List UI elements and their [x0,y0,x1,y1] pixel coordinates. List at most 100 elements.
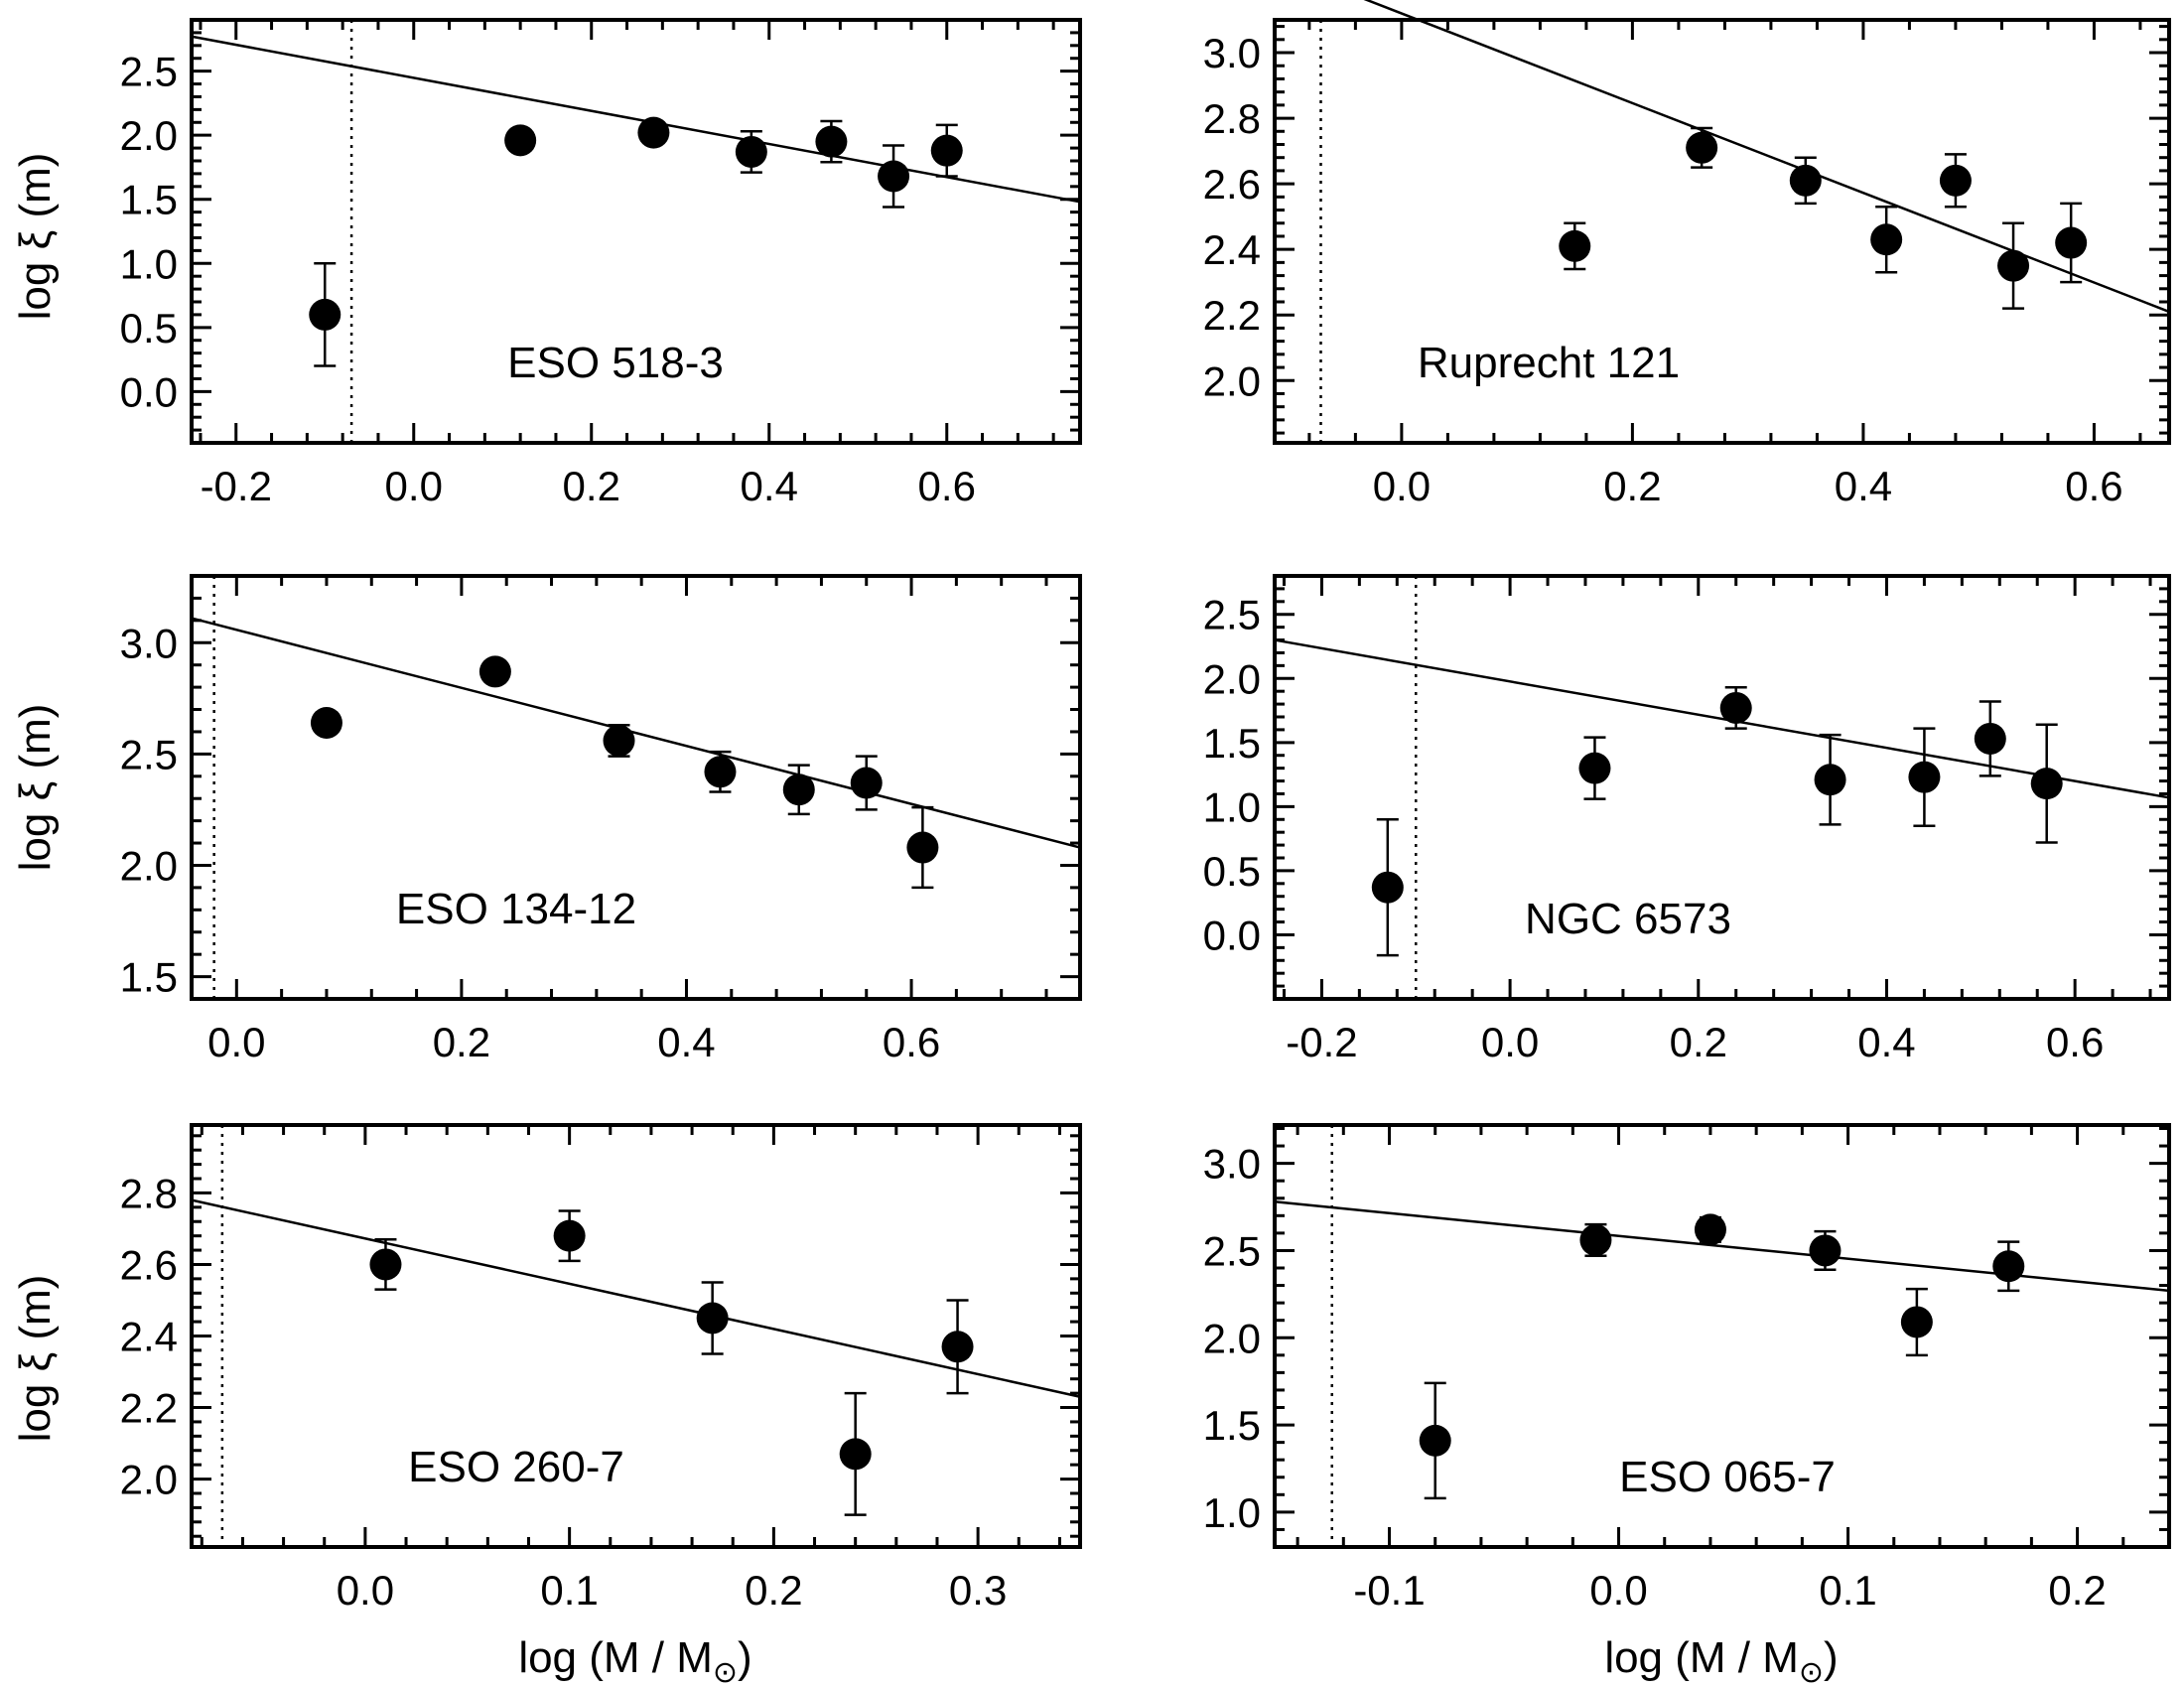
data-point [839,1438,872,1471]
y-tick-label: 2.8 [120,1170,178,1216]
x-tick-label: 0.0 [1373,463,1431,509]
y-axis-title-row1: log ξ (m) [11,153,60,321]
y-tick-label: 1.0 [120,240,178,287]
data-point [1870,223,1903,256]
plot-frame [190,18,1082,445]
x-tick-label: 0.0 [337,1567,394,1614]
panel-1: -0.2 0.0 0.2 0.4 0.6 0.0 0.5 1.0 1.5 2.0 2.5 ESO 51… [120,18,1082,509]
data-point [1997,249,2030,282]
panel-5: 0.0 0.1 0.2 0.3 2.0 2.2 2.4 2.6 2.8 ESO 260-7 [120,1123,1082,1614]
x-axis-title-right-sub: ⊙ [1799,1656,1824,1688]
y-tick-label: 1.5 [1203,720,1261,767]
data-point [1694,1213,1726,1246]
panel-6: -0.1 0.0 0.1 0.2 1.0 1.5 2.0 2.5 3.0 ESO 065-7 [1203,1123,2171,1614]
data-point [782,774,815,806]
y-tick-label: 2.4 [1203,226,1261,273]
x-tick-label: 0.2 [1670,1019,1727,1065]
y-axis-title-row3: log ξ (m) [11,1275,60,1443]
y-tick-label: 1.5 [120,954,178,1001]
data-point [704,756,737,788]
x-axis-title-left: log (M / M⊙) [518,1633,751,1688]
data-point [850,767,883,799]
x-tick-label: 0.1 [1819,1567,1876,1614]
x-tick-label: 0.4 [741,463,798,509]
panel-title: NGC 6573 [1525,895,1731,943]
y-tick-label: 1.0 [1203,783,1261,830]
x-tick-label: -0.1 [1353,1567,1425,1614]
data-point [735,135,767,168]
x-tick-label: 0.0 [1589,1567,1647,1614]
data-point [1686,131,1718,164]
data-point [1371,871,1404,904]
data-point [637,116,670,149]
data-point [815,125,848,158]
y-tick-label: 2.5 [120,731,178,777]
data-point [930,134,963,167]
x-axis-title-left-close: ) [738,1633,752,1682]
fit-line [1274,638,2170,799]
x-tick-label: 0.6 [883,1019,940,1065]
x-tick-label: 0.0 [1481,1019,1539,1065]
y-tick-label: 2.6 [1203,161,1261,208]
data-point [1578,752,1611,784]
panel-title: ESO 065-7 [1619,1453,1836,1501]
x-tick-label: 0.2 [1603,463,1661,509]
data-point [1814,764,1846,796]
y-tick-label: 2.0 [120,1457,178,1503]
data-point [2055,226,2088,259]
y-tick-label: 0.0 [1203,912,1261,958]
x-axis-title-left-sub: ⊙ [713,1656,738,1688]
y-tick-label: 0.5 [120,305,178,352]
fit-line [191,617,1081,849]
x-tick-label: 0.6 [2065,463,2122,509]
y-tick-label: 3.0 [1203,1141,1261,1188]
y-tick-label: 0.0 [120,368,178,415]
x-axis-title-left-main: log (M / M [518,1633,713,1682]
y-tick-label: 2.0 [120,842,178,889]
fit-line [191,35,1081,204]
x-tick-label: -0.2 [1286,1019,1357,1065]
panel-title: ESO 260-7 [408,1443,624,1491]
panels: -0.2 0.0 0.2 0.4 0.6 0.0 0.5 1.0 1.5 2.0 2.5 ESO 51… [120,0,2171,1614]
data-point [2030,768,2063,800]
x-tick-label: 0.2 [563,463,620,509]
data-point [1579,1223,1612,1256]
plot-frame [1273,1123,2171,1549]
data-point [906,831,939,864]
data-point [369,1248,402,1281]
plot-frame [1273,18,2171,445]
y-tick-label: 0.5 [1203,848,1261,895]
panel-3: 0.0 0.2 0.4 0.6 1.5 2.0 2.5 3.0 ESO 134-12 [120,574,1082,1065]
y-tick-label: 3.0 [120,620,178,666]
data-point [603,724,635,757]
y-tick-label: 2.4 [120,1314,178,1360]
y-tick-label: 2.0 [120,112,178,159]
data-point [553,1219,586,1252]
x-tick-label: 0.0 [207,1019,265,1065]
data-point [1809,1234,1842,1267]
data-point [696,1302,729,1335]
x-tick-label: 0.6 [918,463,976,509]
x-tick-label: 0.1 [540,1567,598,1614]
data-point [309,298,341,331]
data-point [1992,1250,2025,1283]
x-tick-label: -0.2 [201,463,272,509]
y-tick-label: 2.5 [1203,1227,1261,1274]
plot-frame [190,574,1082,1001]
y-tick-label: 1.5 [1203,1402,1261,1449]
data-point [1908,761,1941,793]
x-tick-label: 0.4 [657,1019,715,1065]
panel-title: ESO 134-12 [396,885,636,933]
data-point [1974,722,2006,755]
x-axis-title-right-main: log (M / M [1604,1633,1799,1682]
data-point [504,124,537,157]
data-point [478,655,511,688]
y-tick-label: 2.2 [1203,292,1261,339]
data-point [1419,1424,1451,1457]
y-axis-title-row2: log ξ (m) [11,704,60,872]
y-tick-label: 2.8 [1203,95,1261,142]
fit-line [191,1198,1081,1398]
data-point [1559,229,1591,262]
